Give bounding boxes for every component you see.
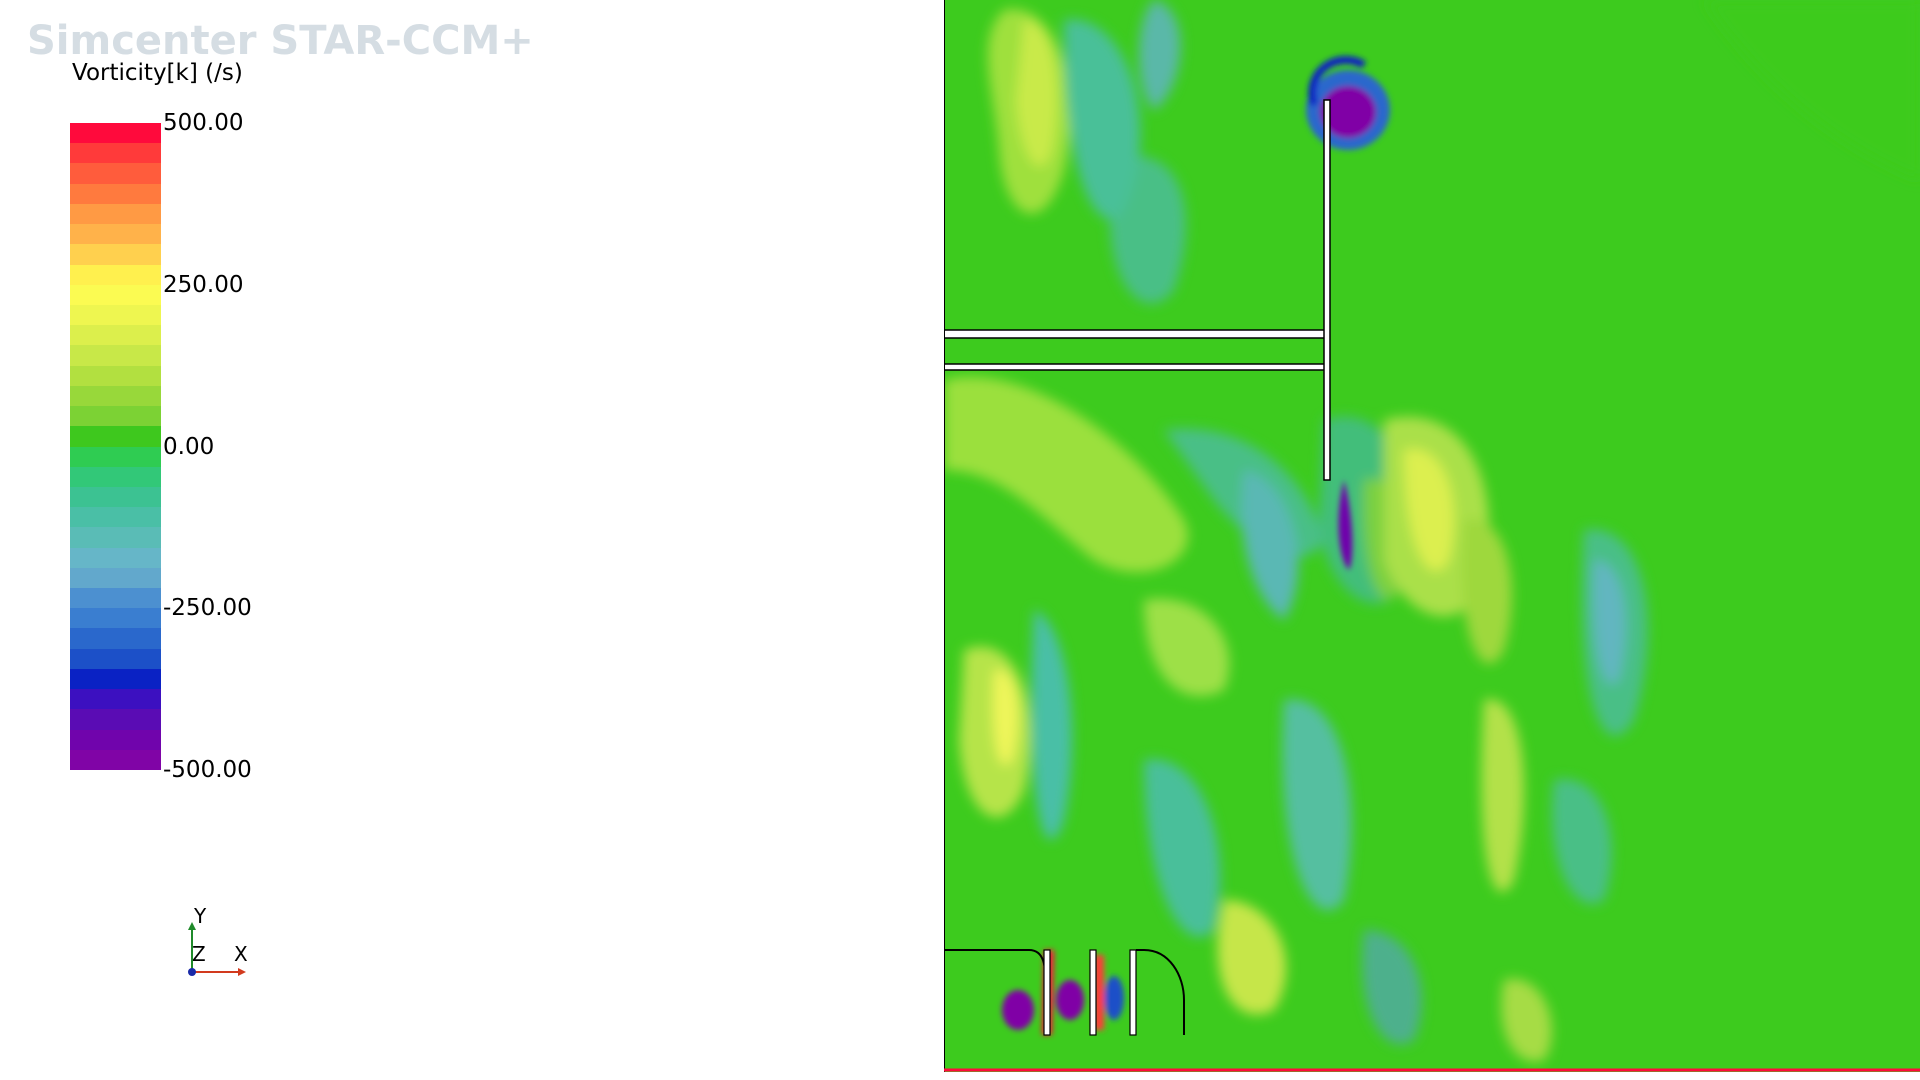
x-axis-arrowhead [238, 968, 246, 976]
colorbar-title: Vorticity[k] (/s) [72, 60, 243, 86]
colorbar-tick-label: 0.00 [163, 433, 215, 460]
colorbar-band [70, 729, 161, 750]
vorticity-contour-plot [944, 0, 1920, 1072]
colorbar-band [70, 547, 161, 568]
colorbar-band [70, 466, 161, 487]
colorbar-band [70, 244, 161, 265]
colorbar-band [70, 486, 161, 508]
colorbar-band [70, 588, 161, 609]
colorbar-band [70, 507, 161, 528]
colorbar-band [70, 123, 161, 144]
colorbar-band [70, 567, 161, 589]
app-watermark: Simcenter STAR-CCM+ [27, 18, 534, 64]
geometry-walls [944, 0, 1920, 1072]
colorbar-tick-label: 500.00 [163, 110, 244, 136]
colorbar-band [70, 628, 161, 649]
colorbar[interactable] [70, 123, 161, 770]
colorbar-tick-label: 250.00 [163, 271, 244, 298]
colorbar-band [70, 224, 161, 245]
z-axis-label: Z [192, 942, 206, 966]
colorbar-band [70, 406, 161, 427]
colorbar-tick-label: -250.00 [163, 595, 252, 622]
colorbar-band [70, 143, 161, 164]
colorbar-tick-label: -500.00 [163, 757, 252, 783]
colorbar-band [70, 608, 161, 629]
colorbar-band [70, 203, 161, 225]
colorbar-band [70, 284, 161, 305]
colorbar-band [70, 304, 161, 326]
colorbar-band [70, 365, 161, 386]
z-axis-dot [188, 968, 196, 976]
colorbar-band [70, 749, 161, 770]
colorbar-band [70, 163, 161, 184]
colorbar-band [70, 345, 161, 366]
colorbar-band [70, 385, 161, 407]
colorbar-band [70, 446, 161, 467]
colorbar-band [70, 709, 161, 730]
colorbar-band [70, 689, 161, 710]
colorbar-band [70, 325, 161, 346]
axis-triad-graphic [188, 922, 246, 976]
colorbar-band [70, 668, 161, 690]
y-axis-arrowhead [188, 922, 196, 930]
vorticity-blobs [944, 0, 1920, 1062]
colorbar-band [70, 264, 161, 285]
scene-viewport[interactable] [944, 0, 1920, 1072]
colorbar-band [70, 527, 161, 548]
colorbar-band [70, 426, 161, 447]
axis-triad[interactable]: Y Z X [178, 900, 258, 980]
x-axis-label: X [234, 942, 248, 966]
colorbar-band [70, 183, 161, 204]
colorbar-band [70, 648, 161, 669]
y-axis-label: Y [194, 904, 207, 928]
